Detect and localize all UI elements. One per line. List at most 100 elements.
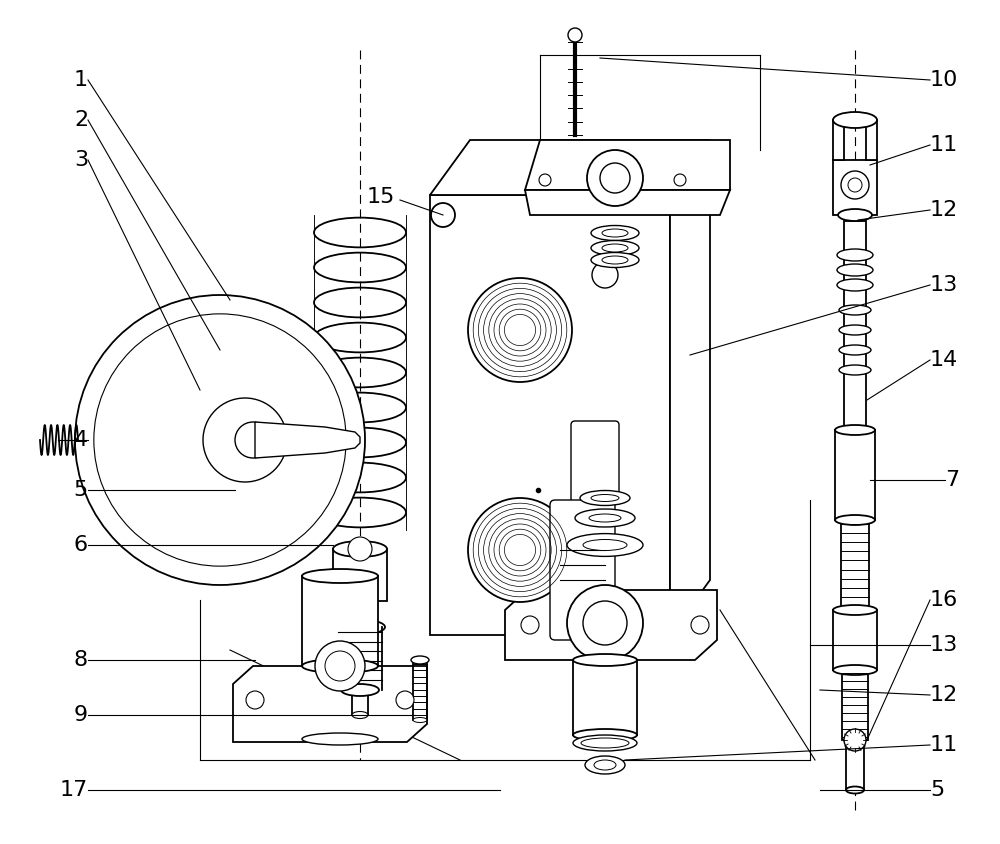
Circle shape <box>468 278 572 382</box>
Bar <box>842 670 868 740</box>
Circle shape <box>592 672 618 698</box>
Circle shape <box>235 422 271 458</box>
Polygon shape <box>255 422 360 458</box>
Text: 16: 16 <box>930 590 958 610</box>
Bar <box>844 221 866 430</box>
Bar <box>352 690 368 715</box>
Circle shape <box>592 472 618 498</box>
Bar <box>833 610 877 670</box>
Text: 12: 12 <box>930 200 958 220</box>
Bar <box>333 549 387 601</box>
Ellipse shape <box>833 605 877 615</box>
Ellipse shape <box>837 249 873 261</box>
Circle shape <box>539 174 551 186</box>
Ellipse shape <box>333 541 387 557</box>
Ellipse shape <box>602 229 628 237</box>
Circle shape <box>75 295 365 585</box>
Bar <box>846 745 864 790</box>
Text: 13: 13 <box>930 275 958 295</box>
Ellipse shape <box>594 760 616 770</box>
Text: 11: 11 <box>930 135 958 155</box>
FancyBboxPatch shape <box>571 421 619 504</box>
Ellipse shape <box>591 241 639 256</box>
Bar <box>835 430 875 520</box>
Circle shape <box>348 537 372 561</box>
Circle shape <box>315 641 365 691</box>
Circle shape <box>431 203 455 227</box>
Ellipse shape <box>573 654 637 666</box>
Bar <box>573 660 637 735</box>
Polygon shape <box>525 190 730 215</box>
Ellipse shape <box>835 515 875 525</box>
Circle shape <box>583 601 627 645</box>
Bar <box>302 576 378 666</box>
Ellipse shape <box>839 345 871 355</box>
Ellipse shape <box>591 252 639 268</box>
Circle shape <box>203 398 287 482</box>
Bar <box>841 520 869 610</box>
Circle shape <box>691 616 709 634</box>
Ellipse shape <box>411 656 429 664</box>
Ellipse shape <box>837 264 873 276</box>
Ellipse shape <box>302 659 378 673</box>
Circle shape <box>568 28 582 42</box>
Ellipse shape <box>839 305 871 315</box>
Text: 3: 3 <box>74 150 88 170</box>
Ellipse shape <box>575 509 635 527</box>
Circle shape <box>521 616 539 634</box>
Circle shape <box>587 150 643 206</box>
Text: 12: 12 <box>930 685 958 705</box>
Ellipse shape <box>835 425 875 435</box>
Ellipse shape <box>591 225 639 241</box>
Ellipse shape <box>833 112 877 128</box>
Ellipse shape <box>335 619 385 635</box>
Text: 13: 13 <box>930 635 958 655</box>
Circle shape <box>841 171 869 199</box>
Circle shape <box>396 691 414 709</box>
Bar <box>833 160 877 215</box>
Text: 8: 8 <box>74 650 88 670</box>
Text: 5: 5 <box>930 780 944 800</box>
Circle shape <box>567 585 643 661</box>
FancyBboxPatch shape <box>550 500 615 640</box>
Ellipse shape <box>602 244 628 252</box>
Bar <box>430 195 670 635</box>
Text: 2: 2 <box>74 110 88 130</box>
Text: 10: 10 <box>930 70 958 90</box>
Ellipse shape <box>573 735 637 751</box>
Circle shape <box>468 498 572 602</box>
Ellipse shape <box>602 256 628 264</box>
Text: 17: 17 <box>60 780 88 800</box>
Ellipse shape <box>580 490 630 506</box>
Polygon shape <box>233 666 427 742</box>
Ellipse shape <box>352 711 368 718</box>
Text: 5: 5 <box>74 480 88 500</box>
Ellipse shape <box>837 279 873 291</box>
Ellipse shape <box>573 729 637 741</box>
Ellipse shape <box>585 756 625 774</box>
Ellipse shape <box>567 533 643 556</box>
Polygon shape <box>670 140 710 635</box>
Ellipse shape <box>302 733 378 745</box>
Ellipse shape <box>583 539 627 550</box>
Text: 1: 1 <box>74 70 88 90</box>
Text: 7: 7 <box>945 470 959 490</box>
Text: 9: 9 <box>74 705 88 725</box>
Ellipse shape <box>846 787 864 793</box>
Polygon shape <box>430 140 710 195</box>
Bar <box>833 120 844 160</box>
Ellipse shape <box>839 325 871 335</box>
Ellipse shape <box>591 495 619 501</box>
Circle shape <box>674 174 686 186</box>
Circle shape <box>844 729 866 751</box>
Ellipse shape <box>844 736 866 744</box>
Circle shape <box>600 163 630 193</box>
Circle shape <box>246 691 264 709</box>
Circle shape <box>325 651 355 681</box>
Ellipse shape <box>581 738 629 748</box>
Ellipse shape <box>589 514 621 522</box>
Polygon shape <box>505 590 717 660</box>
Polygon shape <box>525 140 730 190</box>
Ellipse shape <box>833 665 877 675</box>
Text: 14: 14 <box>930 350 958 370</box>
